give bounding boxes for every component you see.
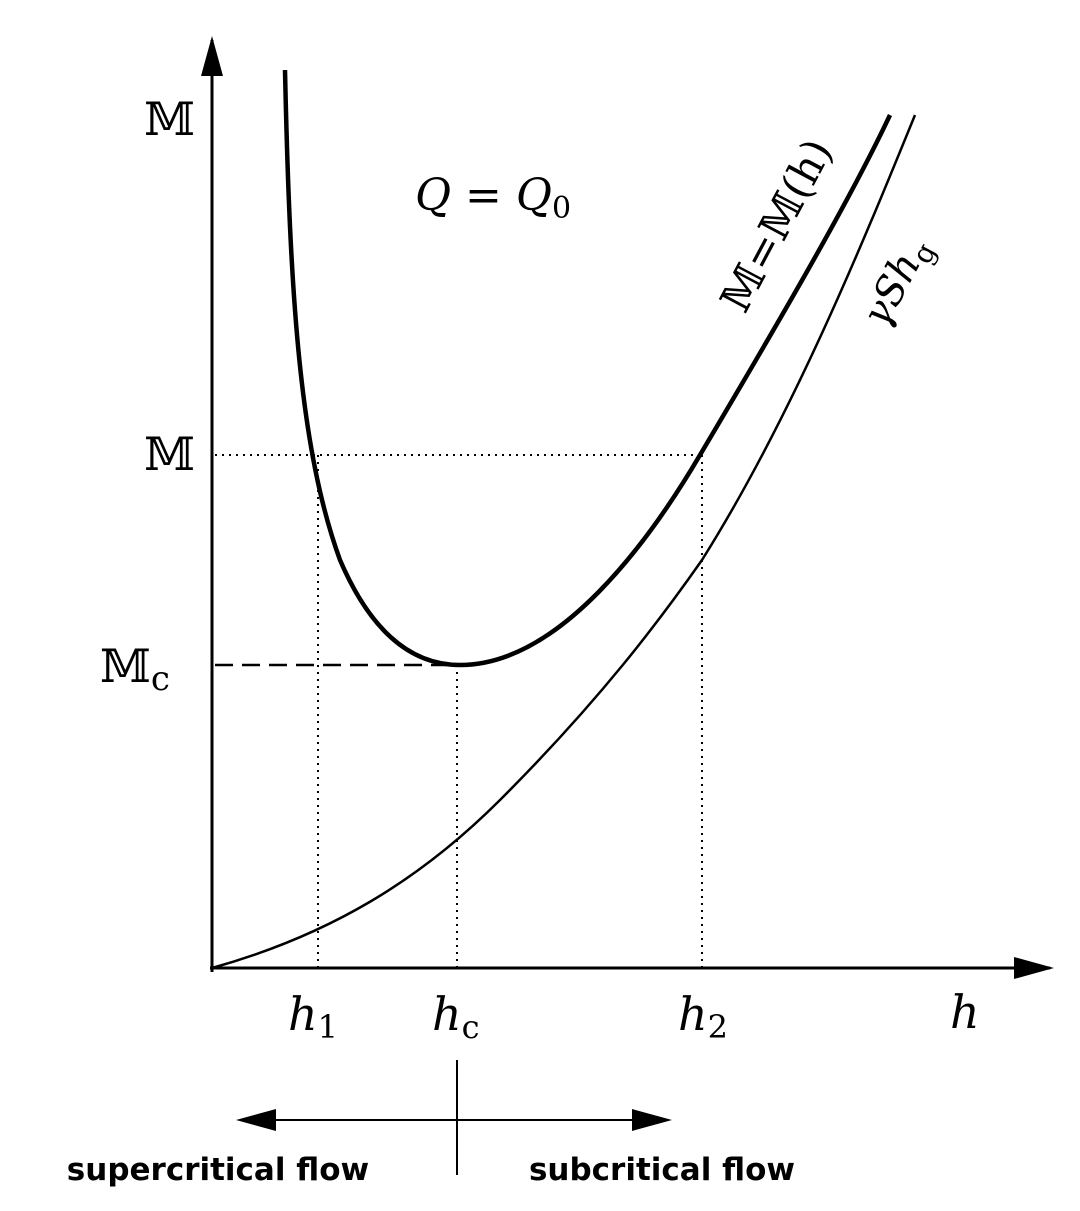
y-label-sub: c [151,659,170,699]
y-label: 𝕄 [144,427,195,481]
x-label: h1 [288,987,338,1046]
y-label-text: 𝕄 [144,92,195,146]
x-label-text: h [432,987,462,1041]
momentum-curve [282,69,893,668]
x-label-text: h [950,985,980,1039]
y-label: 𝕄c [100,639,170,699]
x-label-text: h [678,987,708,1041]
x-label-text: h [288,987,318,1041]
gravity-curve [211,114,917,970]
y-label: 𝕄 [144,92,195,146]
regime-label: supercritical flow [67,1152,369,1188]
x-label: h2 [678,987,728,1046]
annotation-text: Q = Q [415,170,552,221]
x-label: hc [432,987,480,1046]
x-label: h [950,985,980,1039]
x-label-sub: 1 [318,1008,338,1046]
flow-condition: Q = Q0 [415,170,571,226]
y-label-text: 𝕄 [144,427,195,481]
x-label-sub: c [462,1008,480,1046]
annotation-sub: 0 [552,191,571,226]
momentum-curve-label: 𝕄=𝕄(h) [711,131,843,320]
gravity-curve-label: γShg [853,229,943,337]
regime-label: subcritical flow [529,1152,795,1188]
y-label-text: 𝕄 [100,639,151,693]
x-label-sub: 2 [708,1008,728,1046]
